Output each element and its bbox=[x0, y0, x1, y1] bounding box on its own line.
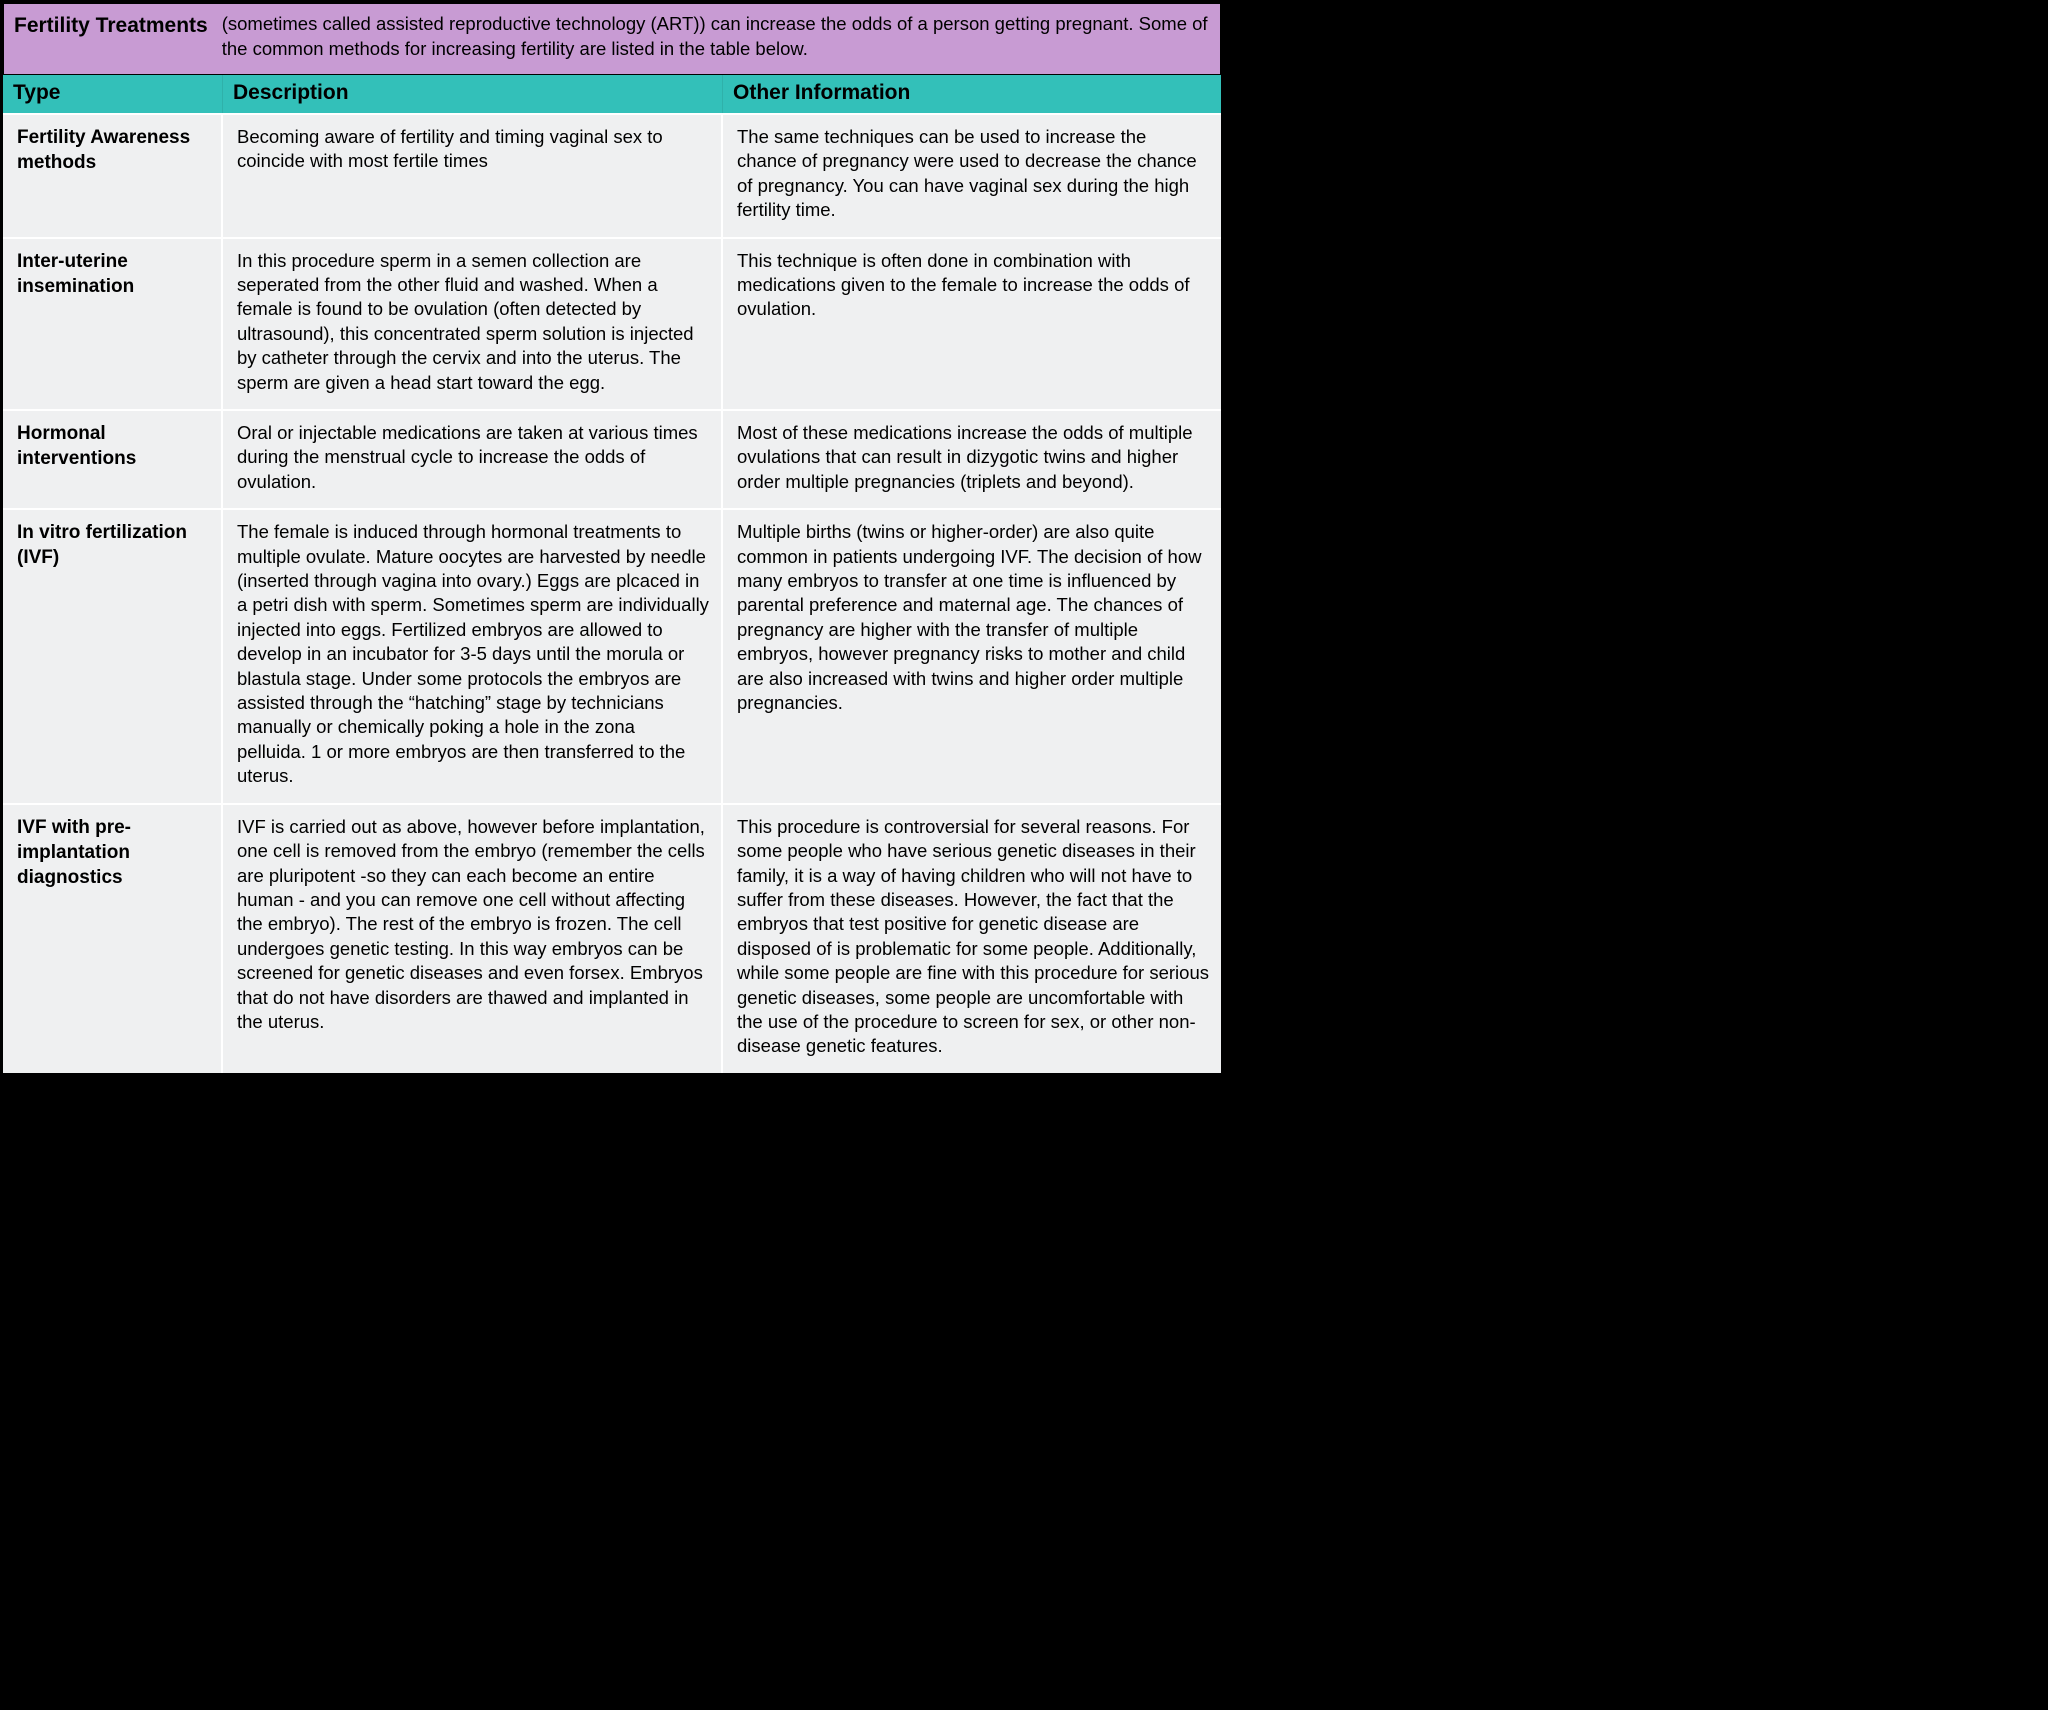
column-header-other: Other Information bbox=[723, 75, 1221, 113]
cell-type: Inter-uterine insemination bbox=[3, 237, 223, 409]
table-row: Inter-uterine inseminationIn this proced… bbox=[3, 237, 1221, 409]
table-row: IVF with pre-implantation diagnosticsIVF… bbox=[3, 803, 1221, 1073]
cell-type: Fertility Awareness methods bbox=[3, 113, 223, 237]
title-row: Fertility Treatments (sometimes called a… bbox=[3, 3, 1221, 75]
cell-other: This technique is often done in combinat… bbox=[723, 237, 1221, 409]
cell-other: This procedure is controversial for seve… bbox=[723, 803, 1221, 1073]
fertility-treatments-table: Fertility Treatments (sometimes called a… bbox=[0, 0, 1224, 1076]
cell-description: IVF is carried out as above, however bef… bbox=[223, 803, 723, 1073]
page-subtitle: (sometimes called assisted reproductive … bbox=[222, 12, 1210, 62]
table-row: In vitro fertilization (IVF)The female i… bbox=[3, 508, 1221, 802]
table-body: Fertility Awareness methodsBecoming awar… bbox=[3, 113, 1221, 1073]
cell-description: Oral or injectable medications are taken… bbox=[223, 409, 723, 508]
cell-description: Becoming aware of fertility and timing v… bbox=[223, 113, 723, 237]
table-row: Fertility Awareness methodsBecoming awar… bbox=[3, 113, 1221, 237]
cell-type: Hormonal interventions bbox=[3, 409, 223, 508]
cell-description: In this procedure sperm in a semen colle… bbox=[223, 237, 723, 409]
column-header-description: Description bbox=[223, 75, 723, 113]
column-header-type: Type bbox=[3, 75, 223, 113]
page-title: Fertility Treatments bbox=[14, 12, 222, 39]
cell-type: In vitro fertilization (IVF) bbox=[3, 508, 223, 802]
cell-other: The same techniques can be used to incre… bbox=[723, 113, 1221, 237]
cell-type: IVF with pre-implantation diagnostics bbox=[3, 803, 223, 1073]
table-header-row: Type Description Other Information bbox=[3, 75, 1221, 113]
cell-other: Most of these medications increase the o… bbox=[723, 409, 1221, 508]
cell-other: Multiple births (twins or higher-order) … bbox=[723, 508, 1221, 802]
table-row: Hormonal interventionsOral or injectable… bbox=[3, 409, 1221, 508]
cell-description: The female is induced through hormonal t… bbox=[223, 508, 723, 802]
